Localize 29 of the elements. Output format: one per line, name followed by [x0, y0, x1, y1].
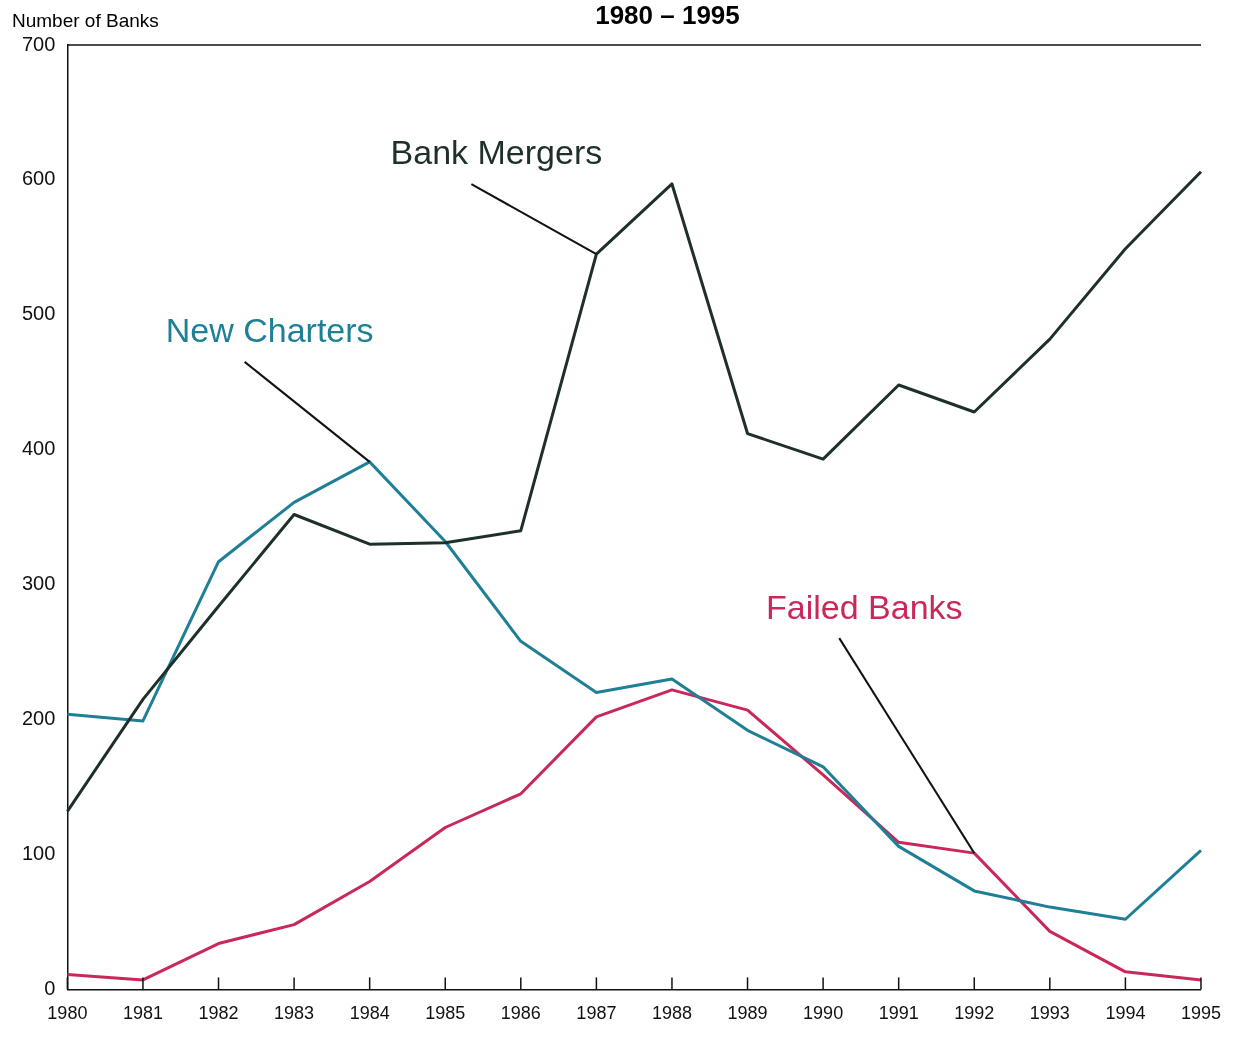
- annotation: Failed Banks: [765, 587, 963, 626]
- x-tick-label: 1994: [1105, 1003, 1146, 1024]
- x-tick-label: 1984: [349, 1003, 390, 1024]
- x-tick-label: 1995: [1180, 1003, 1221, 1024]
- y-tick-label: 700: [21, 32, 56, 55]
- chart-title: 1980 – 1995: [595, 0, 740, 30]
- y-tick-label: 600: [21, 167, 56, 190]
- annotation: Bank Mergers: [390, 133, 603, 172]
- y-tick-label: 500: [21, 302, 56, 325]
- x-tick-label: 1985: [425, 1003, 466, 1024]
- y-axis-title: Number of Banks: [12, 10, 159, 32]
- x-tick-label: 1993: [1029, 1003, 1070, 1024]
- x-tick-label: 1983: [274, 1003, 315, 1024]
- x-tick-label: 1980: [47, 1003, 88, 1024]
- x-tick-label: 1987: [576, 1003, 617, 1024]
- y-tick-label: 400: [21, 437, 56, 460]
- x-tick-label: 1986: [500, 1003, 541, 1024]
- x-tick-label: 1982: [198, 1003, 239, 1024]
- x-tick-label: 1981: [122, 1003, 163, 1024]
- x-tick-label: 1989: [727, 1003, 768, 1024]
- y-tick-label: 200: [21, 707, 56, 730]
- y-tick-label: 100: [21, 842, 56, 864]
- y-tick-label: 300: [21, 572, 56, 595]
- x-tick-label: 1990: [803, 1003, 844, 1024]
- x-tick-label: 1991: [878, 1003, 919, 1024]
- x-tick-label: 1992: [954, 1003, 995, 1024]
- y-tick-label: 0: [44, 976, 56, 999]
- annotation: New Charters: [165, 311, 374, 350]
- x-tick-label: 1988: [651, 1003, 692, 1024]
